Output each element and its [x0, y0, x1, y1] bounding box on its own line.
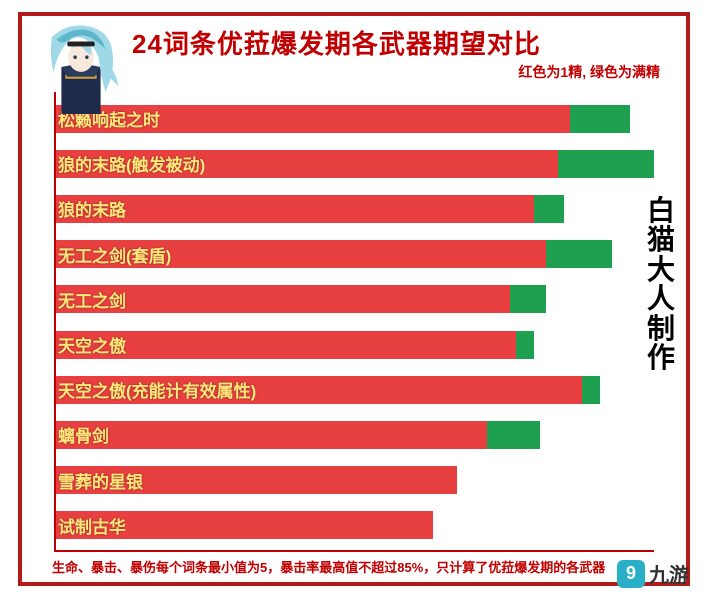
bar-label: 无工之剑 — [58, 287, 126, 312]
bar-segment-green — [510, 285, 546, 313]
bar-segment-green — [516, 331, 534, 359]
bar-label: 螭骨剑 — [58, 422, 109, 447]
bar-segment-red — [56, 195, 534, 223]
bar-row: 无工之剑(套盾) — [56, 237, 654, 271]
bar-label: 雪葬的星银 — [58, 468, 143, 493]
chart-title: 24词条优菈爆发期各武器期望对比 — [132, 24, 541, 61]
bar-segment-green — [558, 150, 654, 178]
watermark-logo: 9 — [617, 560, 645, 588]
bar-segment-red — [56, 421, 487, 449]
bar-label: 天空之傲 — [58, 332, 126, 357]
author-label: 白猫大人制作 — [646, 196, 676, 372]
bar-segment-green — [570, 105, 630, 133]
bar-row: 无工之剑 — [56, 282, 654, 316]
bar-segment-green — [582, 376, 600, 404]
footnote: 生命、暴击、暴伤每个词条最小值为5，暴击率最高值不超过85%，只计算了优菈爆发期… — [52, 557, 605, 576]
chart-plot-area: 松籁响起之时狼的末路(触发被动) 狼的末路无工之剑(套盾) 无工之剑天空之傲天空之傲… — [54, 92, 654, 552]
bar-row: 雪葬的星银 — [56, 463, 654, 497]
bar-row: 狼的末路(触发被动) — [56, 147, 654, 181]
character-avatar — [32, 18, 130, 116]
chart-subtitle: 红色为1精, 绿色为满精 — [518, 62, 660, 82]
x-axis — [54, 550, 654, 552]
bar-row: 天空之傲 — [56, 328, 654, 362]
bar-row: 天空之傲(充能计有效属性) — [56, 373, 654, 407]
chart-frame: 24词条优菈爆发期各武器期望对比 红色为1精, 绿色为满精 松籁响起之时狼的末路… — [18, 12, 690, 586]
bar-label: 无工之剑(套盾) — [58, 242, 171, 267]
bar-row: 螭骨剑 — [56, 418, 654, 452]
watermark: 9 九游 — [617, 559, 689, 588]
watermark-text: 九游 — [649, 559, 689, 588]
bars-container: 松籁响起之时狼的末路(触发被动) 狼的末路无工之剑(套盾) 无工之剑天空之傲天空之傲… — [56, 92, 654, 550]
bar-segment-green — [487, 421, 541, 449]
bar-segment-green — [546, 240, 612, 268]
bar-segment-green — [534, 195, 564, 223]
bar-row: 试制古华 — [56, 508, 654, 542]
bar-row: 松籁响起之时 — [56, 102, 654, 136]
bar-row: 狼的末路 — [56, 192, 654, 226]
bar-label: 狼的末路(触发被动) — [58, 151, 205, 176]
bar-label: 天空之傲(充能计有效属性) — [58, 377, 256, 402]
bar-label: 试制古华 — [58, 513, 126, 538]
bar-label: 狼的末路 — [58, 196, 126, 221]
